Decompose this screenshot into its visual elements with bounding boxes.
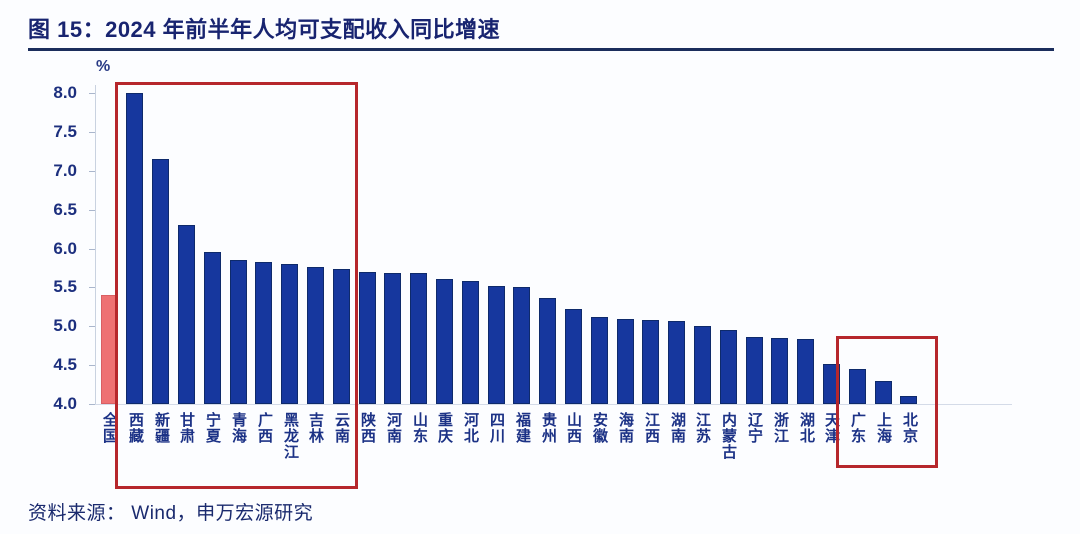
bar: [849, 369, 866, 404]
bar: [359, 272, 376, 404]
x-axis-category-label: 广东: [849, 412, 866, 444]
x-axis-category-label: 安徽: [591, 412, 608, 444]
y-axis-tick: [89, 287, 95, 289]
figure-title: 图 15：2024 年前半年人均可支配收入同比增速: [28, 17, 501, 42]
y-axis-tick-label: 4.5: [53, 355, 77, 375]
x-axis-category-label: 青海: [230, 412, 247, 444]
x-axis-category-label: 江西: [643, 412, 660, 444]
bar: [410, 273, 427, 404]
x-axis-category-label: 贵州: [540, 412, 557, 444]
y-axis-tick: [89, 131, 95, 133]
y-axis-tick-label: 8.0: [53, 83, 77, 102]
bar: [436, 279, 453, 404]
y-axis-tick: [89, 93, 95, 94]
x-axis-category-label: 福建: [514, 412, 531, 444]
bar: [642, 320, 659, 404]
y-axis-tick: [89, 209, 95, 211]
y-axis-tick-label: 4.0: [53, 394, 77, 413]
bar: [513, 287, 530, 404]
bar: [668, 321, 685, 404]
bar: [539, 298, 556, 404]
x-axis-category-label: 重庆: [436, 412, 453, 444]
x-axis-category-label: 辽宁: [746, 412, 763, 444]
x-axis-category-label: 新疆: [153, 412, 170, 444]
bar: [771, 338, 788, 404]
y-axis-unit-label: %: [96, 58, 111, 75]
x-axis-category-label: 陕西: [359, 412, 376, 444]
bar: [746, 337, 763, 404]
bar: [255, 262, 272, 404]
highlight-box: [836, 336, 938, 468]
x-axis-category-label: 天津: [823, 412, 840, 444]
x-axis-category-label: 山东: [411, 412, 428, 444]
bar: [488, 286, 505, 404]
y-axis-tick-label: 7.5: [53, 121, 77, 141]
y-axis-tick-label: 6.5: [53, 199, 77, 219]
y-axis-tick-label: 6.0: [53, 238, 77, 258]
bar: [900, 396, 917, 404]
bar: [823, 364, 840, 404]
y-axis-tick-label: 5.0: [53, 316, 77, 336]
x-axis-category-label: 北京: [901, 412, 918, 444]
y-axis-tick: [89, 326, 95, 328]
y-axis-tick: [89, 404, 95, 405]
bar: [720, 330, 737, 404]
y-axis-tick-label: 7.0: [53, 160, 77, 180]
x-axis-category-label: 云南: [333, 412, 350, 444]
bar: [152, 159, 169, 404]
x-axis-line: [95, 404, 1012, 405]
x-axis-category-label: 海南: [617, 412, 634, 444]
x-axis-category-label: 宁夏: [204, 412, 221, 444]
x-axis-category-label: 浙江: [772, 412, 789, 444]
x-axis-category-label: 湖南: [669, 412, 686, 444]
x-axis-category-label: 黑龙江: [282, 412, 299, 460]
x-axis-category-label: 河北: [462, 412, 479, 444]
bar: [875, 381, 892, 404]
bar: [462, 281, 479, 404]
bar: [126, 93, 143, 404]
bar: [591, 317, 608, 404]
x-axis-category-label: 西藏: [127, 412, 144, 444]
bar: [333, 269, 350, 404]
bar: [307, 267, 324, 404]
y-axis-tick: [89, 365, 95, 367]
x-axis-category-label: 内蒙古: [720, 412, 737, 460]
bar: [797, 339, 814, 404]
bar-chart: % 8.0 7.5 7.0 6.5 6.0 5.5 5.0 4.5 4.0 全国 西藏 新疆 甘肃 宁夏 青海…: [0, 52, 1080, 502]
bar: [565, 309, 582, 404]
y-axis-tick-label: 5.5: [53, 277, 77, 297]
bar: [204, 252, 221, 404]
x-axis-category-label: 广西: [256, 412, 273, 444]
x-axis-category-label: 江苏: [694, 412, 711, 444]
x-axis-category-label: 山西: [565, 412, 582, 444]
x-axis-category-label: 甘肃: [178, 412, 195, 444]
bar: [230, 260, 247, 404]
x-axis-category-label: 吉林: [307, 412, 324, 444]
bar: [281, 264, 298, 404]
x-axis-category-label: 四川: [488, 412, 505, 444]
source-note: 资料来源： Wind，申万宏源研究: [28, 503, 314, 524]
y-axis-tick: [89, 248, 95, 250]
highlight-box: [115, 82, 358, 489]
y-axis-tick: [89, 170, 95, 172]
x-axis-category-label: 全国: [101, 412, 118, 444]
bar: [384, 273, 401, 404]
x-axis-category-label: 河南: [385, 412, 402, 444]
bar: [694, 326, 711, 404]
title-underline: [28, 48, 1054, 51]
x-axis-category-label: 湖北: [798, 412, 815, 444]
x-axis-category-label: 上海: [875, 412, 892, 444]
y-axis-line: [95, 85, 96, 405]
bar: [178, 225, 195, 404]
bar: [617, 319, 634, 404]
